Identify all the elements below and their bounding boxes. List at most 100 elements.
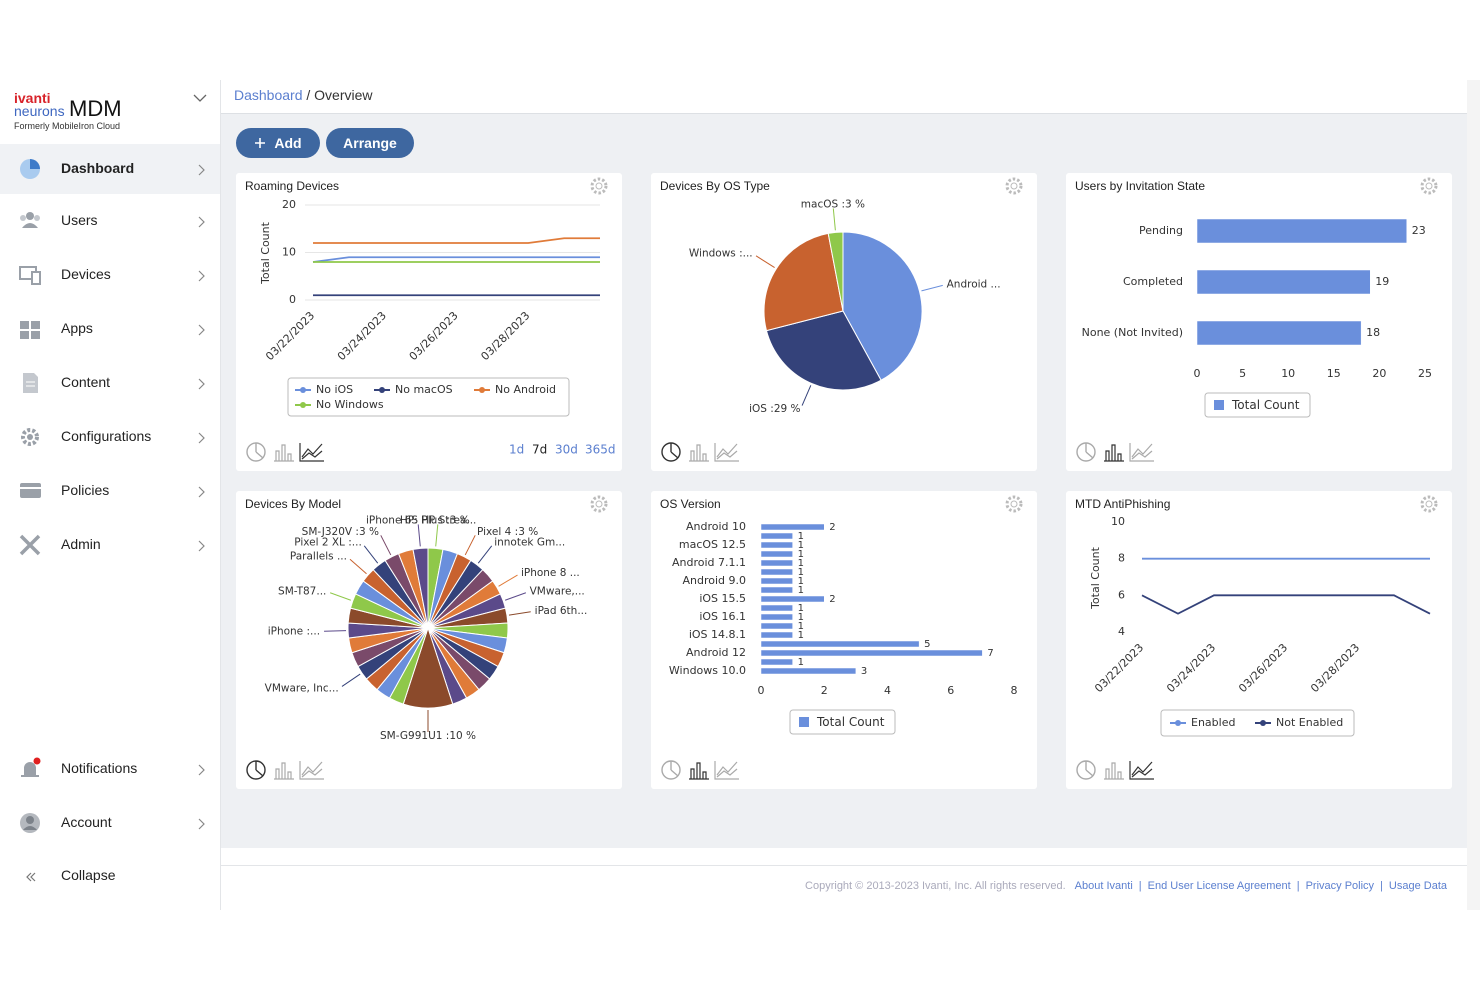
- value-label: 23: [1412, 224, 1426, 237]
- settings-gear[interactable]: [1005, 177, 1023, 195]
- icon-shape: [689, 444, 709, 462]
- gear-shape: [1420, 177, 1438, 195]
- y-tick-label: 20: [282, 198, 296, 211]
- icon-shape: [274, 762, 294, 780]
- footer-link[interactable]: Privacy Policy: [1305, 880, 1375, 892]
- add-button[interactable]: Add: [236, 128, 320, 158]
- widget-title: Roaming Devices: [245, 179, 339, 193]
- view-pie-button[interactable]: [661, 760, 681, 780]
- nav-item[interactable]: Configurations: [0, 412, 220, 462]
- range-button[interactable]: 30d: [555, 443, 578, 457]
- footer-separator: |: [1296, 880, 1300, 892]
- view-pie-button[interactable]: [1076, 760, 1096, 780]
- bar: [760, 640, 920, 648]
- view-pie-button[interactable]: [246, 442, 266, 462]
- category-label: Android 9.0: [682, 574, 746, 587]
- nav-item[interactable]: Apps: [0, 304, 220, 354]
- x-tick-label: 25: [1418, 367, 1432, 380]
- arrange-button[interactable]: Arrange: [326, 128, 414, 158]
- nav-item[interactable]: Policies: [0, 466, 220, 516]
- settings-gear[interactable]: [1420, 177, 1438, 195]
- bar: [760, 631, 793, 639]
- widget-chart: Roaming Devices 0 10 20 Total Count 03/22/202…: [245, 177, 616, 462]
- settings-gear[interactable]: [1420, 495, 1438, 513]
- brand-menu-toggle[interactable]: [192, 92, 208, 104]
- nav-label: Users: [61, 212, 98, 228]
- view-line-button[interactable]: [1129, 761, 1154, 780]
- slice-label: Parallels ...: [290, 551, 347, 563]
- nav-item[interactable]: Devices: [0, 250, 220, 300]
- view-line-button[interactable]: [299, 761, 324, 780]
- view-pie-button[interactable]: [661, 442, 681, 462]
- icon-shape: [33, 757, 41, 765]
- nav-item[interactable]: Users: [0, 196, 220, 246]
- footer-link[interactable]: About Ivanti: [1074, 880, 1133, 892]
- view-bar-button[interactable]: [1104, 444, 1124, 462]
- value-label: 1: [798, 549, 804, 560]
- nav-label: Collapse: [61, 867, 116, 883]
- scrollbar[interactable]: [1467, 80, 1480, 910]
- slice-label: iPhone 8 ...: [521, 567, 580, 579]
- bar: [1196, 320, 1362, 346]
- settings-gear[interactable]: [590, 495, 608, 513]
- y-tick-label: 10: [1111, 515, 1125, 528]
- gear-shape: [1005, 495, 1023, 513]
- view-pie-button[interactable]: [1076, 442, 1096, 462]
- icon-shape: [21, 762, 39, 777]
- slice-label: macOS :3 %: [801, 198, 865, 210]
- widget-card: Devices By Model HP: HP Strea... Pixel 4 :…: [236, 491, 622, 789]
- nav-item[interactable]: Dashboard: [0, 144, 220, 194]
- view-line-button[interactable]: [714, 443, 739, 462]
- view-pie-button[interactable]: [246, 760, 266, 780]
- leader-line: [498, 574, 518, 587]
- icon-shape: [26, 212, 34, 220]
- bar: [760, 559, 793, 567]
- settings-gear[interactable]: [590, 177, 608, 195]
- legend-label: No macOS: [395, 383, 453, 396]
- view-bar-button[interactable]: [689, 762, 709, 780]
- view-bar-button[interactable]: [1104, 762, 1124, 780]
- legend-label: Not Enabled: [1276, 716, 1343, 729]
- icon-shape: [26, 816, 34, 824]
- series-line: [1141, 594, 1431, 615]
- series-line: [312, 256, 600, 263]
- footer-separator: |: [1380, 880, 1383, 892]
- view-line-button[interactable]: [1129, 443, 1154, 462]
- category-label: iOS 15.5: [699, 592, 746, 605]
- range-button[interactable]: 7d: [532, 443, 547, 457]
- nav-item[interactable]: Notifications: [0, 744, 220, 794]
- legend-label: No iOS: [316, 383, 353, 396]
- bar: [1196, 269, 1371, 295]
- leader-line: [921, 284, 943, 292]
- x-tick-label: 03/26/2023: [1236, 641, 1290, 695]
- bar: [760, 667, 857, 675]
- nav-item[interactable]: Collapse: [0, 851, 220, 901]
- gear-shape: [1010, 500, 1018, 508]
- value-label: 1: [798, 621, 804, 632]
- icon-shape: [34, 215, 40, 221]
- view-bar-button[interactable]: [274, 444, 294, 462]
- icon-shape: [23, 826, 37, 830]
- brand-product: MDM: [69, 96, 122, 121]
- settings-gear[interactable]: [1005, 495, 1023, 513]
- nav-item[interactable]: Admin: [0, 520, 220, 570]
- x-tick-label: 6: [947, 684, 954, 697]
- legend-marker: [300, 402, 306, 408]
- view-bar-button[interactable]: [274, 762, 294, 780]
- breadcrumb-link[interactable]: Dashboard: [234, 87, 303, 103]
- nav-item[interactable]: Account: [0, 798, 220, 848]
- nav-item[interactable]: Content: [0, 358, 220, 408]
- category-label: Windows 10.0: [669, 664, 746, 677]
- gear-shape: [1005, 177, 1023, 195]
- view-line-button[interactable]: [299, 443, 324, 462]
- range-button[interactable]: 365d: [585, 443, 616, 457]
- footer-link[interactable]: End User License Agreement: [1147, 880, 1291, 892]
- range-button[interactable]: 1d: [509, 443, 524, 457]
- footer-link[interactable]: Usage Data: [1388, 880, 1447, 892]
- view-bar-button[interactable]: [689, 444, 709, 462]
- x-tick-label: 20: [1372, 367, 1386, 380]
- widget-chart: Devices By OS Type Android ... iOS :29 % Wi…: [660, 177, 1023, 462]
- view-line-button[interactable]: [714, 761, 739, 780]
- leader-line: [380, 535, 392, 556]
